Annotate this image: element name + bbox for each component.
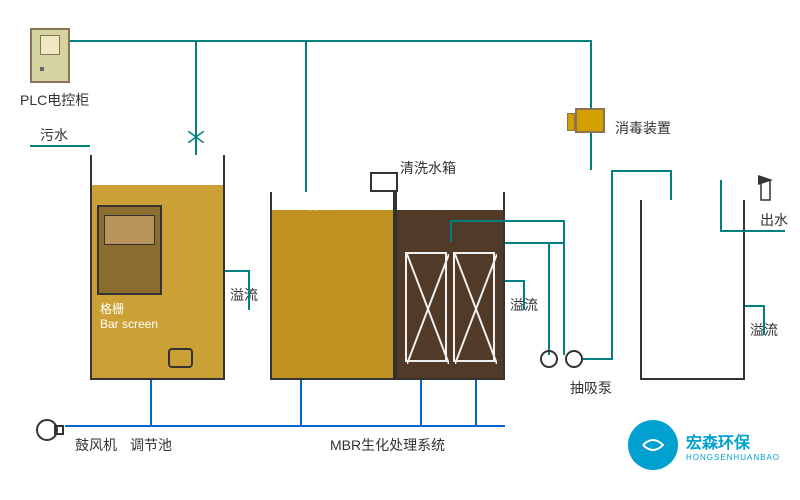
- overflow-line: [745, 305, 765, 307]
- connector-line: [611, 170, 613, 360]
- overflow-line: [763, 305, 765, 335]
- connector-line: [450, 220, 452, 242]
- pump-icon: [168, 348, 193, 368]
- plc-cabinet: [30, 28, 70, 83]
- cleaning-tank-label: 清洗水箱: [400, 158, 456, 178]
- suction-pump-icon: [540, 350, 558, 368]
- disinfection-box: [575, 108, 605, 133]
- plc-label: PLC电控柜: [20, 90, 89, 110]
- outlet-pump-icon: [758, 175, 773, 205]
- inlet-label: 污水: [40, 125, 68, 145]
- adjustment-tank: 格栅 Bar screen: [90, 155, 225, 380]
- bar-screen-box: [97, 205, 162, 295]
- blower-label: 鼓风机: [75, 435, 117, 455]
- air-line: [65, 425, 505, 427]
- clean-water-tank: [640, 200, 745, 380]
- air-line: [300, 380, 302, 425]
- overflow-line: [248, 270, 250, 310]
- valve-icon: [188, 130, 204, 142]
- logo-pinyin: HONGSENHUANBAO: [686, 453, 780, 462]
- bar-screen-cn: 格栅: [100, 300, 124, 317]
- suction-pump-label: 抽吸泵: [570, 378, 612, 398]
- connector-line: [548, 242, 550, 355]
- connector-line: [590, 40, 592, 170]
- cleaning-tank-box: [370, 172, 398, 192]
- overflow-line: [225, 270, 250, 272]
- membrane-icon: [453, 252, 495, 362]
- outlet-line: [720, 180, 722, 230]
- bar-screen-en: Bar screen: [100, 317, 158, 331]
- mbr-pretreatment-tank: [270, 192, 395, 380]
- connector-line: [583, 358, 613, 360]
- suction-pump-icon: [565, 350, 583, 368]
- overflow-line: [523, 280, 525, 310]
- disinfection-label: 消毒装置: [615, 118, 671, 138]
- connector-line: [505, 242, 565, 244]
- air-line: [150, 380, 152, 425]
- air-line: [475, 380, 477, 425]
- adjustment-tank-label: 调节池: [130, 435, 172, 455]
- overflow-line: [505, 280, 525, 282]
- connector-line: [305, 40, 307, 192]
- outlet-label: 出水: [760, 210, 788, 230]
- overflow1-label: 溢流: [230, 285, 258, 305]
- blower-icon: [35, 418, 65, 443]
- mbr-reactor-label: MBR反应池: [405, 196, 468, 213]
- connector-line: [563, 220, 565, 355]
- company-logo: 宏森环保 HONGSENHUANBAO: [628, 420, 780, 470]
- outlet-line: [720, 230, 785, 232]
- air-line: [420, 380, 422, 425]
- mbr-pretreatment-label: MBR前端处理池: [280, 196, 367, 213]
- connector-line: [70, 40, 590, 42]
- connector-line: [611, 170, 671, 172]
- logo-company: 宏森环保: [686, 429, 780, 453]
- inlet-line: [30, 145, 90, 147]
- membrane-icon: [405, 252, 447, 362]
- logo-icon: [628, 420, 678, 470]
- connector-line: [450, 220, 565, 222]
- mbr-system-label: MBR生化处理系统: [330, 435, 445, 455]
